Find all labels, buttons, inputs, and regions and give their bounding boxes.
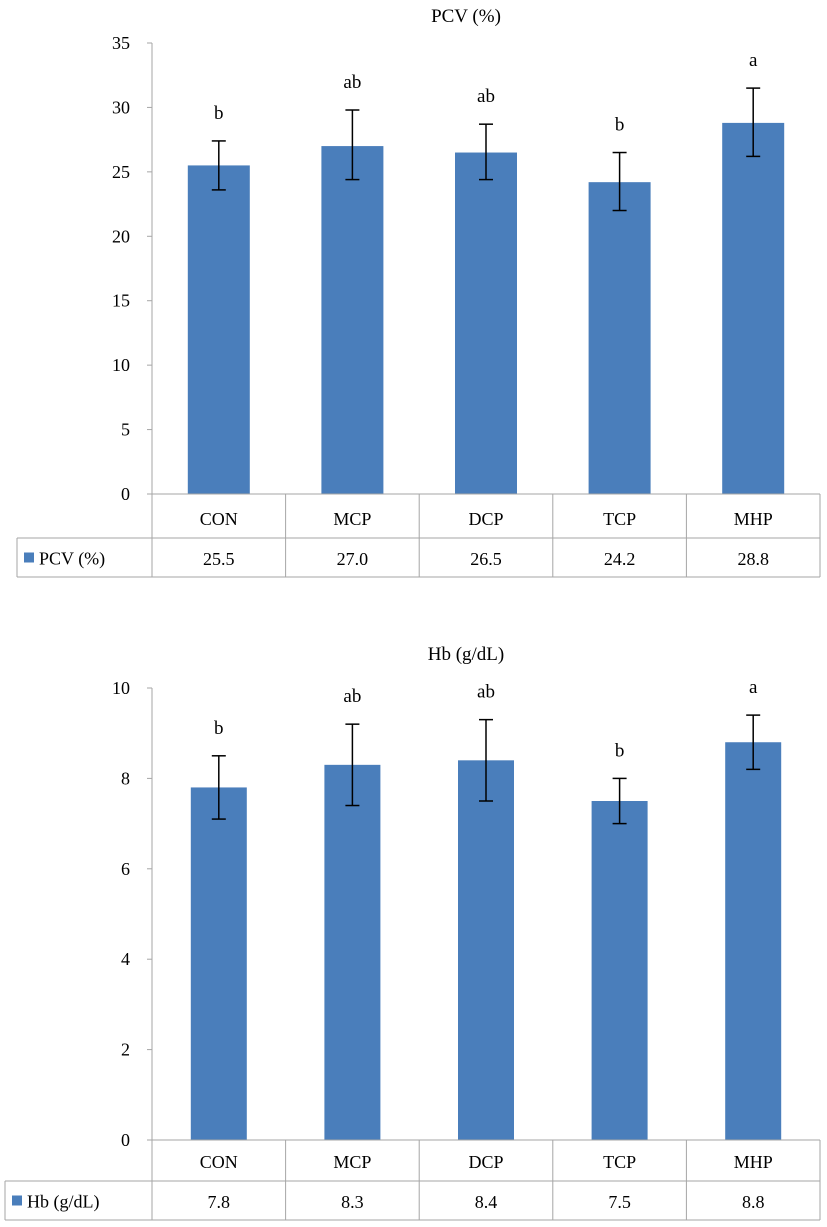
y-tick-label: 25 <box>112 162 130 182</box>
y-tick-label: 35 <box>112 33 130 53</box>
category-label: MCP <box>333 1152 371 1172</box>
significance-letter: b <box>214 718 224 739</box>
legend-key <box>24 552 34 563</box>
table-value-cell: 24.2 <box>604 549 636 569</box>
bar <box>455 152 517 494</box>
significance-letter: b <box>214 103 224 124</box>
bar <box>324 764 381 1140</box>
significance-letter: a <box>749 50 758 71</box>
chart-title: PCV (%) <box>431 6 501 27</box>
y-tick-label: 4 <box>121 949 130 969</box>
chart-title: Hb (g/dL) <box>428 644 505 665</box>
category-label: TCP <box>603 509 636 529</box>
category-label: MCP <box>333 509 371 529</box>
y-tick-label: 10 <box>112 678 130 698</box>
bar <box>588 182 651 494</box>
bar <box>190 787 247 1140</box>
y-tick-label: 30 <box>112 97 130 117</box>
y-tick-label: 0 <box>121 1130 130 1150</box>
table-value-cell: 25.5 <box>203 549 235 569</box>
category-label: MHP <box>734 1152 773 1172</box>
bar <box>187 165 250 494</box>
bar <box>722 122 785 495</box>
bar <box>458 760 514 1140</box>
table-value-cell: 8.8 <box>742 1192 765 1212</box>
y-tick-label: 0 <box>121 484 130 504</box>
significance-letter: ab <box>477 682 495 703</box>
table-value-cell: 26.5 <box>470 549 502 569</box>
y-tick-label: 5 <box>121 420 130 440</box>
bar <box>591 801 648 1140</box>
table-value-cell: 8.4 <box>475 1192 498 1212</box>
table-value-cell: 27.0 <box>337 549 369 569</box>
significance-letter: ab <box>343 72 361 93</box>
bar <box>321 146 384 495</box>
significance-letter: ab <box>343 686 361 707</box>
significance-letter: b <box>615 115 625 136</box>
y-tick-label: 2 <box>121 1040 130 1060</box>
table-value-cell: 7.8 <box>208 1192 231 1212</box>
category-label: TCP <box>603 1152 636 1172</box>
y-tick-label: 6 <box>121 859 130 879</box>
table-value-cell: 7.5 <box>608 1192 631 1212</box>
bar <box>725 742 782 1140</box>
y-tick-label: 20 <box>112 226 130 246</box>
category-label: DCP <box>468 1152 503 1172</box>
legend-series-name: PCV (%) <box>39 549 105 570</box>
table-value-cell: 28.8 <box>737 549 769 569</box>
significance-letter: a <box>749 677 758 698</box>
y-tick-label: 10 <box>112 355 130 375</box>
category-label: DCP <box>468 509 503 529</box>
legend-series-name: Hb (g/dL) <box>27 1192 99 1213</box>
legend-key <box>12 1195 22 1206</box>
significance-letter: ab <box>477 86 495 107</box>
table-value-cell: 8.3 <box>341 1192 364 1212</box>
category-label: CON <box>200 509 238 529</box>
y-tick-label: 15 <box>112 291 130 311</box>
y-tick-label: 8 <box>121 768 130 788</box>
significance-letter: b <box>615 740 625 761</box>
category-label: MHP <box>734 509 773 529</box>
category-label: CON <box>200 1152 238 1172</box>
